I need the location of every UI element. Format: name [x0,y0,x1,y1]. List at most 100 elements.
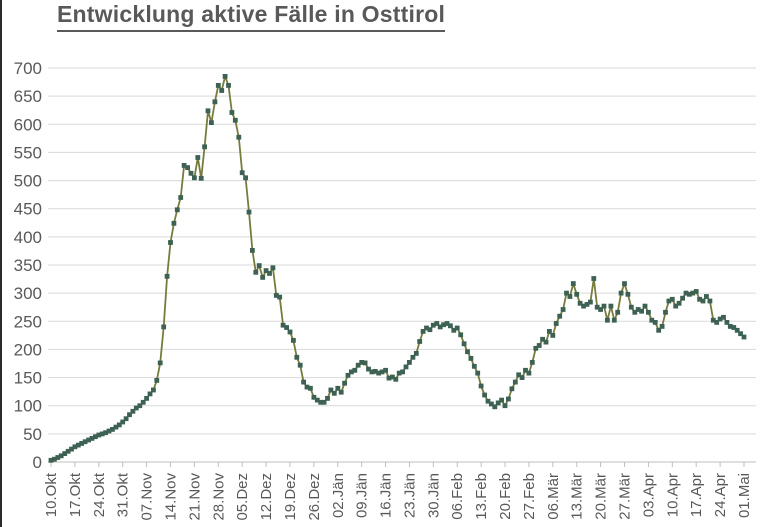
data-marker [707,298,713,304]
data-marker [178,195,184,200]
data-marker [489,401,494,407]
x-axis-label: 12.Dez [258,473,275,521]
data-marker [506,396,511,402]
data-marker [168,240,173,245]
data-marker [202,144,207,150]
data-marker [55,455,61,460]
data-marker [727,324,733,329]
data-marker [430,322,436,328]
x-axis-label: 20.Mär [593,473,610,520]
data-marker [297,362,303,368]
data-marker [560,307,566,312]
x-axis-label: 27.Feb [521,473,538,520]
data-marker [154,378,160,383]
data-marker [355,362,361,368]
data-marker [461,341,467,347]
x-axis-label: 24.Apr [712,473,729,517]
data-marker [417,339,423,344]
y-axis-label: 550 [14,143,42,162]
data-marker [174,207,180,213]
x-axis-label: 23.Jän [401,473,418,518]
data-marker [113,424,119,430]
data-marker [229,110,235,115]
x-axis-label: 10.Okt [43,472,60,517]
y-axis-label: 350 [14,256,42,275]
chart-title: Entwicklung aktive Fälle in Osttirol [57,1,446,32]
data-marker [151,387,156,393]
data-marker [642,303,648,309]
data-marker [454,325,460,331]
data-marker [482,392,487,398]
data-marker [714,320,720,325]
data-marker [635,307,641,312]
x-axis-label: 17.Apr [688,473,705,517]
data-marker [465,349,470,355]
data-marker [345,372,351,378]
data-marker [82,439,88,445]
data-marker [557,313,563,319]
y-axis-label: 50 [23,425,42,444]
data-marker [137,403,143,409]
data-marker [687,291,692,297]
x-axis-label: 26.Dez [306,473,323,521]
data-marker [499,397,504,403]
data-marker [256,263,262,268]
data-marker [352,367,358,373]
y-axis-label: 700 [14,59,42,78]
data-marker [591,276,597,281]
x-axis-label: 06.Feb [449,473,466,520]
data-marker [605,317,610,323]
data-marker [198,175,204,181]
data-marker [287,329,293,335]
data-marker [75,442,81,448]
data-marker [410,354,416,360]
data-marker [495,400,501,406]
data-marker [598,307,603,312]
data-marker [407,360,412,365]
data-marker [185,165,190,170]
data-marker [212,99,218,105]
data-marker [536,343,542,348]
data-marker [475,370,481,376]
data-marker [161,324,167,330]
x-axis-label: 14.Nov [163,473,180,521]
data-marker [547,329,552,334]
data-marker [721,314,726,320]
data-marker [376,370,382,376]
data-marker [58,453,64,459]
data-marker [526,370,532,376]
data-marker [588,299,593,305]
data-marker [331,390,337,396]
data-marker [181,163,187,168]
data-marker [390,374,395,380]
data-marker [601,303,607,309]
data-marker [147,391,153,397]
data-marker [400,369,405,375]
x-axis-label: 30.Jän [425,473,442,518]
data-marker [89,436,95,441]
data-marker [693,289,699,294]
data-marker [205,108,211,114]
data-marker [280,322,286,328]
data-marker [304,384,310,390]
data-marker [594,304,600,310]
data-marker [485,398,491,404]
data-marker [359,360,365,365]
data-marker [519,375,525,380]
x-axis-label: 01.Mai [736,473,753,518]
data-marker [157,360,163,366]
data-marker [291,338,296,343]
data-marker [523,367,528,373]
x-axis-label: 07.Nov [139,473,156,521]
data-marker [321,399,327,405]
data-marker [226,83,231,88]
data-marker [615,309,621,315]
data-marker [209,120,214,125]
data-marker [420,329,426,334]
data-marker [284,325,289,330]
data-marker [69,446,74,452]
data-marker [188,170,194,176]
data-marker [564,290,569,296]
data-marker [48,457,54,463]
